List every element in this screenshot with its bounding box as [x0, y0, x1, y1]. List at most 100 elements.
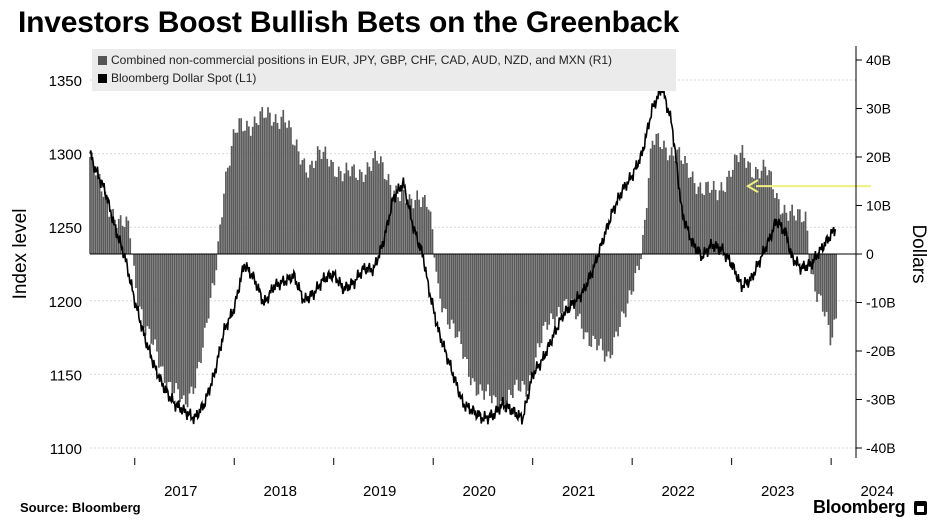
position-bar — [603, 254, 606, 362]
x-axis-ticks: 2017 2018 2019 2020 2021 2022 2023 2024 — [134, 458, 894, 500]
position-bar — [219, 224, 221, 254]
position-bar — [624, 254, 627, 318]
position-bar — [360, 172, 363, 254]
position-bar — [770, 171, 772, 254]
position-bar — [261, 107, 264, 255]
position-bar — [751, 177, 753, 254]
position-bar — [265, 117, 267, 254]
position-bar — [238, 118, 241, 254]
position-bar — [753, 178, 755, 254]
position-bar — [249, 135, 252, 254]
position-bar — [764, 166, 767, 254]
legend: Combined non-commercial positions in EUR… — [92, 49, 676, 91]
position-bar — [460, 254, 463, 344]
position-bar — [121, 225, 124, 254]
x-tick-label: 2019 — [363, 483, 396, 500]
position-bar — [221, 217, 223, 254]
position-bar — [313, 168, 315, 254]
position-bar — [619, 254, 621, 327]
position-bar — [661, 148, 663, 254]
position-bar — [257, 124, 260, 254]
position-bar — [376, 160, 378, 254]
position-bar — [184, 254, 187, 405]
position-bar — [358, 169, 361, 254]
position-bar — [410, 198, 413, 254]
position-bar — [823, 254, 826, 317]
position-bar — [225, 171, 227, 254]
position-bar — [399, 201, 401, 254]
position-bar — [445, 254, 447, 310]
position-bar — [621, 254, 623, 312]
position-bar — [127, 220, 130, 254]
position-bar — [152, 254, 155, 345]
position-bar — [181, 254, 183, 399]
position-bar — [326, 158, 329, 254]
position-bar — [353, 164, 355, 254]
position-bar — [791, 204, 794, 254]
position-bar — [655, 133, 658, 254]
position-bar — [626, 254, 629, 304]
position-bar — [818, 254, 820, 295]
y-axis-left-label: Index level — [10, 208, 31, 300]
position-bar — [307, 177, 309, 254]
position-bar — [716, 200, 719, 254]
x-tick-label: 2023 — [761, 483, 794, 500]
position-bar — [477, 254, 480, 395]
dollar-spot-line — [89, 87, 837, 425]
position-bar — [634, 254, 637, 274]
legend-item-positions: Combined non-commercial positions in EUR… — [98, 53, 612, 67]
y-left-tick-label: 1300 — [49, 147, 82, 164]
y-left-tick-label: 1250 — [49, 220, 82, 237]
position-bar — [525, 254, 528, 397]
position-bar — [565, 254, 568, 300]
position-bar — [158, 254, 160, 368]
position-bar — [230, 146, 233, 254]
position-bar — [138, 254, 141, 307]
position-bar — [102, 196, 105, 254]
position-bar — [540, 254, 543, 344]
position-bar — [171, 254, 174, 395]
position-bar — [450, 254, 453, 320]
position-bar — [161, 254, 164, 367]
position-bar — [429, 211, 432, 254]
position-bar — [536, 254, 539, 344]
position-bar — [720, 182, 723, 254]
position-bar — [165, 254, 168, 391]
position-bar — [622, 254, 625, 314]
x-tick-label: 2017 — [164, 483, 197, 500]
position-bar — [766, 175, 769, 254]
position-bar — [115, 227, 118, 254]
position-bar — [123, 227, 126, 254]
position-bar — [760, 170, 763, 254]
position-bar — [357, 179, 359, 254]
position-bar — [387, 174, 390, 254]
position-bar — [653, 144, 656, 254]
x-tick-label: 2020 — [463, 483, 496, 500]
position-bar — [133, 254, 135, 266]
y-left-tick-label: 1350 — [49, 73, 82, 90]
y-right-tick-label: -40B — [866, 440, 896, 456]
position-bar — [98, 173, 101, 254]
position-bar — [795, 220, 797, 254]
position-bar — [513, 254, 516, 385]
position-bar — [808, 254, 811, 262]
position-bar — [226, 167, 229, 254]
position-bar — [247, 126, 250, 254]
position-bar — [749, 162, 751, 254]
position-bar — [599, 254, 602, 339]
position-bar — [125, 216, 128, 254]
position-bar — [670, 147, 673, 254]
position-bar — [234, 132, 237, 254]
position-bar — [835, 254, 838, 319]
position-bar — [534, 254, 537, 358]
position-bar — [441, 254, 443, 313]
position-bar — [695, 194, 698, 254]
x-tick-label: 2022 — [661, 483, 694, 500]
position-bar — [295, 139, 298, 254]
legend-item-dollar: Bloomberg Dollar Spot (L1) — [98, 71, 256, 85]
position-bar — [337, 166, 340, 254]
position-bar — [492, 254, 495, 396]
position-bar — [682, 163, 684, 254]
position-bar — [276, 122, 279, 254]
position-bar — [806, 230, 809, 254]
